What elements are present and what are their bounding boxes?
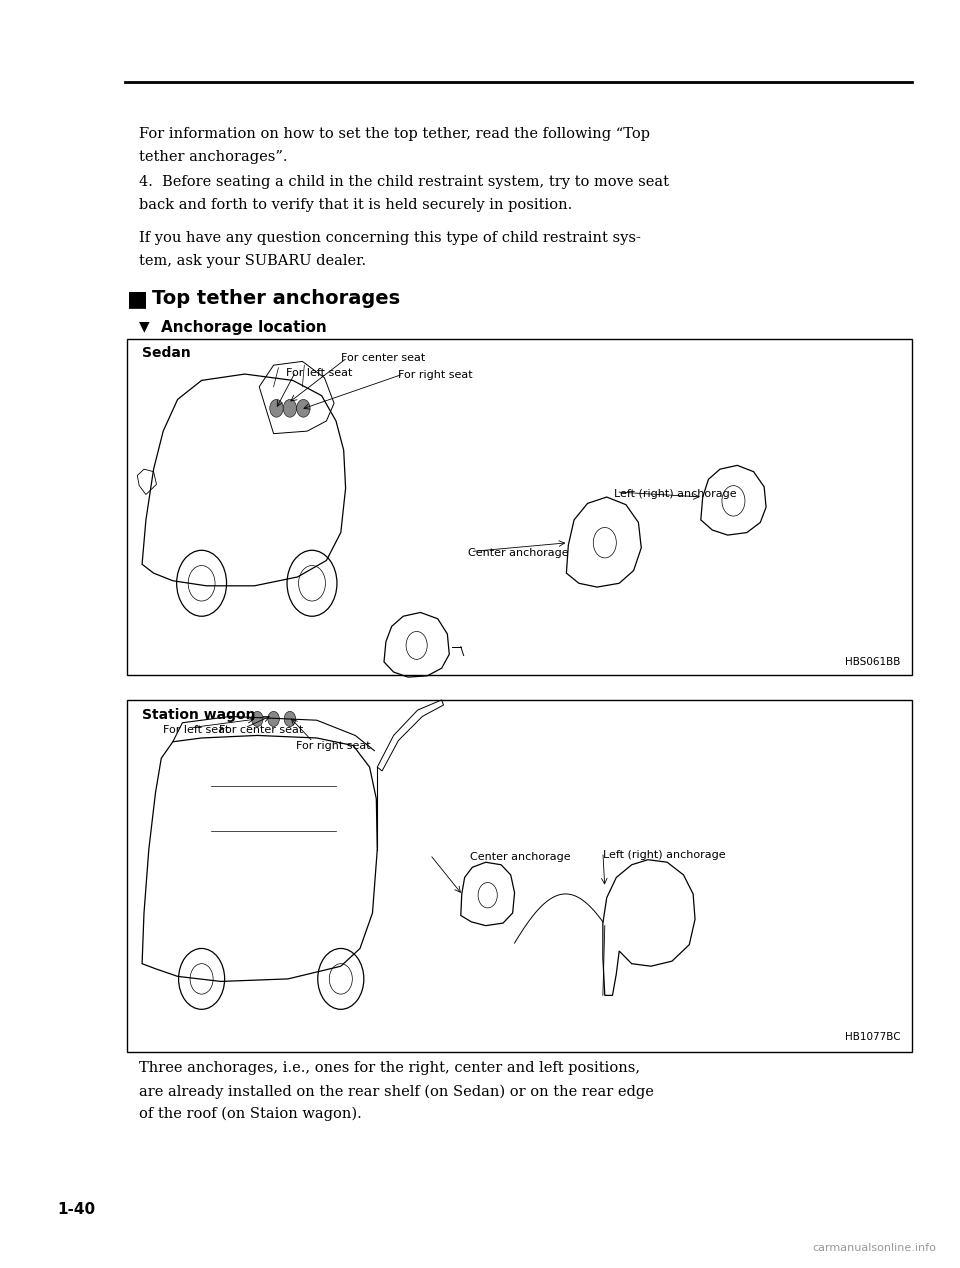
Text: HB1077BC: HB1077BC	[845, 1032, 900, 1042]
Text: tether anchorages”.: tether anchorages”.	[139, 150, 288, 164]
Text: For information on how to set the top tether, read the following “Top: For information on how to set the top te…	[139, 127, 650, 141]
Text: are already installed on the rear shelf (on Sedan) or on the rear edge: are already installed on the rear shelf …	[139, 1084, 654, 1098]
Text: If you have any question concerning this type of child restraint sys-: If you have any question concerning this…	[139, 231, 641, 245]
FancyBboxPatch shape	[127, 339, 912, 675]
Circle shape	[252, 711, 263, 727]
Circle shape	[283, 399, 297, 417]
Text: carmanualsonline.info: carmanualsonline.info	[812, 1243, 936, 1253]
Text: For center seat: For center seat	[219, 725, 303, 735]
Text: ■: ■	[127, 289, 148, 309]
Text: Sedan: Sedan	[142, 346, 191, 360]
Text: Anchorage location: Anchorage location	[161, 320, 327, 335]
Circle shape	[268, 711, 279, 727]
Text: For left seat: For left seat	[163, 725, 229, 735]
Text: tem, ask your SUBARU dealer.: tem, ask your SUBARU dealer.	[139, 254, 367, 268]
Text: back and forth to verify that it is held securely in position.: back and forth to verify that it is held…	[139, 198, 572, 212]
Text: Center anchorage: Center anchorage	[468, 548, 569, 558]
Circle shape	[284, 711, 296, 727]
FancyBboxPatch shape	[127, 700, 912, 1052]
Text: HBS061BB: HBS061BB	[845, 657, 900, 667]
Circle shape	[270, 399, 283, 417]
Text: 1-40: 1-40	[58, 1202, 96, 1217]
Text: For center seat: For center seat	[341, 353, 425, 363]
Text: Three anchorages, i.e., ones for the right, center and left positions,: Three anchorages, i.e., ones for the rig…	[139, 1061, 640, 1075]
Text: Station wagon: Station wagon	[142, 708, 255, 721]
Text: Left (right) anchorage: Left (right) anchorage	[614, 489, 737, 500]
Circle shape	[297, 399, 310, 417]
Text: Top tether anchorages: Top tether anchorages	[152, 289, 399, 308]
Text: For right seat: For right seat	[296, 741, 371, 751]
Text: For left seat: For left seat	[286, 368, 352, 378]
Text: For right seat: For right seat	[398, 370, 473, 380]
Text: Center anchorage: Center anchorage	[470, 852, 571, 862]
Text: Left (right) anchorage: Left (right) anchorage	[603, 850, 726, 860]
Text: 4.  Before seating a child in the child restraint system, try to move seat: 4. Before seating a child in the child r…	[139, 175, 669, 189]
Text: ▼: ▼	[139, 320, 150, 333]
Text: of the roof (on Staion wagon).: of the roof (on Staion wagon).	[139, 1107, 362, 1121]
